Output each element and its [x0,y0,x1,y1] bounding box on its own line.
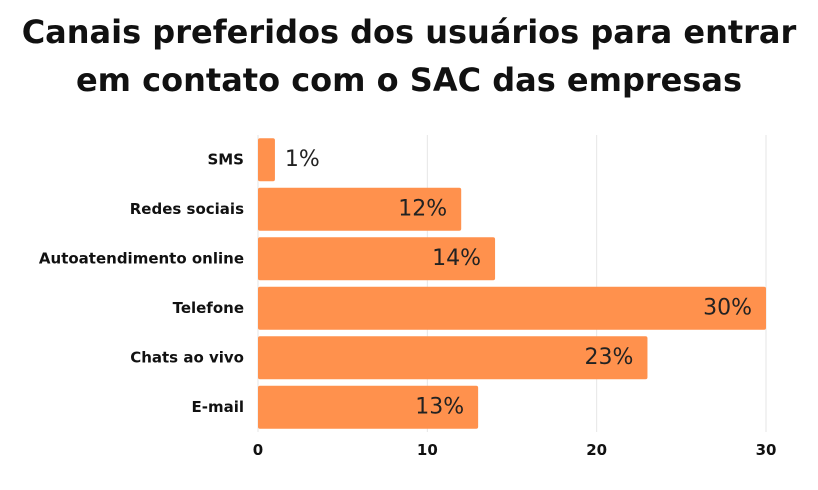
data-label: 1% [285,147,320,172]
x-tick-label: 0 [253,441,263,459]
category-label: Telefone [173,299,244,317]
bar [258,385,479,429]
category-label: Autoatendimento online [39,249,244,267]
data-labels: 1% 12% 14% 30% 23% 13% [285,147,752,420]
bar [258,187,462,231]
data-label: 14% [432,246,481,271]
data-label: 13% [415,394,464,419]
bar [258,336,648,380]
category-label: Chats ao vivo [130,348,244,366]
category-label: E-mail [191,398,244,416]
x-tick-label: 10 [417,441,438,459]
x-tick-label: 30 [756,441,777,459]
x-tick-labels: 0 10 20 30 [253,441,777,459]
bar [258,138,275,182]
chart-title: Canais preferidos dos usuários para entr… [21,13,797,99]
bar [258,237,496,281]
category-labels: SMS Redes sociais Autoatendimento online Te… [39,150,244,416]
category-label: SMS [207,150,244,168]
data-label: 30% [703,295,752,320]
category-label: Redes sociais [130,200,244,218]
data-label: 23% [585,345,634,370]
gridlines [257,135,767,432]
x-tick-label: 20 [586,441,607,459]
data-label: 12% [398,196,447,221]
bar [258,286,766,330]
bars [258,138,766,429]
